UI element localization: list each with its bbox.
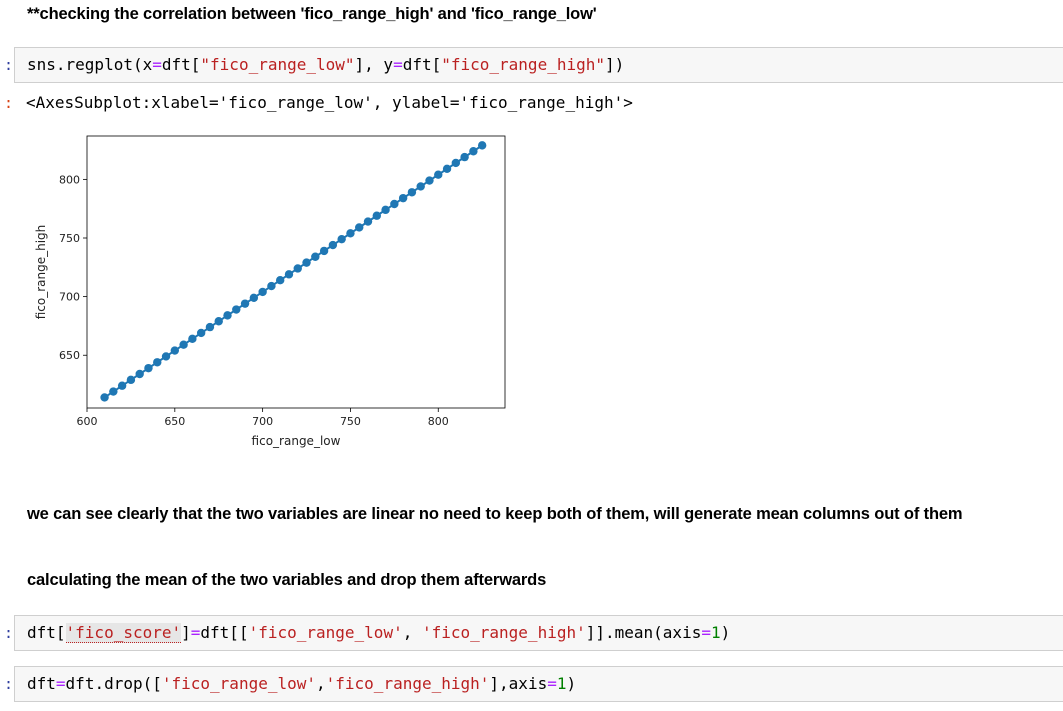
data-point	[398, 193, 408, 203]
data-point	[144, 363, 153, 373]
data-point	[109, 387, 118, 396]
data-point	[258, 287, 267, 297]
data-point	[425, 176, 434, 185]
markdown-mean-note: calculating the mean of the two variable…	[27, 571, 547, 589]
y-axis-label: fico_range_high	[34, 225, 48, 320]
data-point	[372, 211, 381, 220]
data-point	[381, 205, 390, 215]
data-point	[223, 311, 232, 320]
data-point	[337, 234, 346, 244]
data-point	[416, 182, 425, 191]
data-point	[442, 164, 452, 174]
data-point	[346, 229, 355, 238]
x-tick-label: 750	[340, 415, 361, 428]
data-point	[284, 270, 294, 279]
data-point	[477, 141, 487, 150]
output-text: <AxesSubplot:xlabel='fico_range_low', yl…	[26, 93, 633, 112]
data-point	[161, 352, 171, 361]
y-tick-label: 650	[59, 349, 80, 362]
data-point	[170, 346, 180, 355]
code-line[interactable]: sns.regplot(x=dft["fico_range_low"], y=d…	[27, 55, 625, 74]
x-tick-label: 600	[77, 415, 98, 428]
data-point	[100, 393, 109, 402]
code-line[interactable]: dft=dft.drop(['fico_range_low','fico_ran…	[27, 674, 577, 693]
plot-frame	[86, 135, 506, 409]
data-point	[451, 158, 461, 168]
data-point	[390, 199, 399, 209]
data-point	[328, 240, 338, 250]
code-cell-drop[interactable]: dft=dft.drop(['fico_range_low','fico_ran…	[14, 666, 1063, 702]
data-point	[188, 334, 197, 344]
data-point	[407, 188, 417, 197]
data-point	[275, 276, 285, 285]
data-point	[355, 223, 364, 232]
data-point	[153, 358, 162, 367]
y-tick-label: 750	[59, 232, 80, 245]
data-point	[434, 170, 443, 179]
data-point	[117, 381, 127, 390]
x-axis-label: fico_range_low	[252, 434, 341, 448]
data-point	[196, 328, 206, 338]
output-prompt: :	[4, 94, 14, 112]
data-point	[363, 217, 373, 226]
data-point	[240, 299, 250, 308]
y-tick-label: 800	[59, 173, 80, 186]
data-point	[126, 375, 136, 385]
data-point	[311, 252, 320, 261]
data-point	[460, 152, 469, 162]
markdown-heading: **checking the correlation between 'fico…	[27, 5, 597, 23]
x-tick-label: 650	[164, 415, 185, 428]
code-cell-mean[interactable]: dft['fico_score']=dft[['fico_range_low',…	[14, 615, 1063, 651]
cell-prompt: :	[4, 624, 14, 642]
data-point	[302, 258, 311, 267]
data-point	[179, 340, 188, 349]
regplot-chart: 600 650 700 750 800 650 700 750 800 fico_range_lo…	[34, 135, 506, 448]
data-point	[249, 293, 259, 302]
markdown-observation: we can see clearly that the two variable…	[27, 505, 963, 523]
data-point	[232, 305, 241, 314]
highlighted-string: 'fico_score'	[65, 623, 182, 643]
y-tick-label: 700	[59, 291, 80, 304]
cell-prompt: :	[4, 675, 14, 693]
x-tick-label: 800	[428, 415, 449, 428]
regression-line	[104, 144, 483, 399]
data-point	[267, 281, 276, 291]
x-tick-label: 700	[252, 415, 273, 428]
data-point	[214, 317, 223, 326]
code-cell-regplot[interactable]: sns.regplot(x=dft["fico_range_low"], y=d…	[14, 47, 1063, 83]
data-point	[319, 246, 329, 256]
data-point	[469, 147, 478, 156]
data-point	[205, 322, 215, 332]
cell-prompt: :	[4, 56, 14, 74]
data-point	[293, 264, 302, 273]
code-line[interactable]: dft['fico_score']=dft[['fico_range_low',…	[27, 623, 731, 643]
data-point	[135, 369, 144, 379]
